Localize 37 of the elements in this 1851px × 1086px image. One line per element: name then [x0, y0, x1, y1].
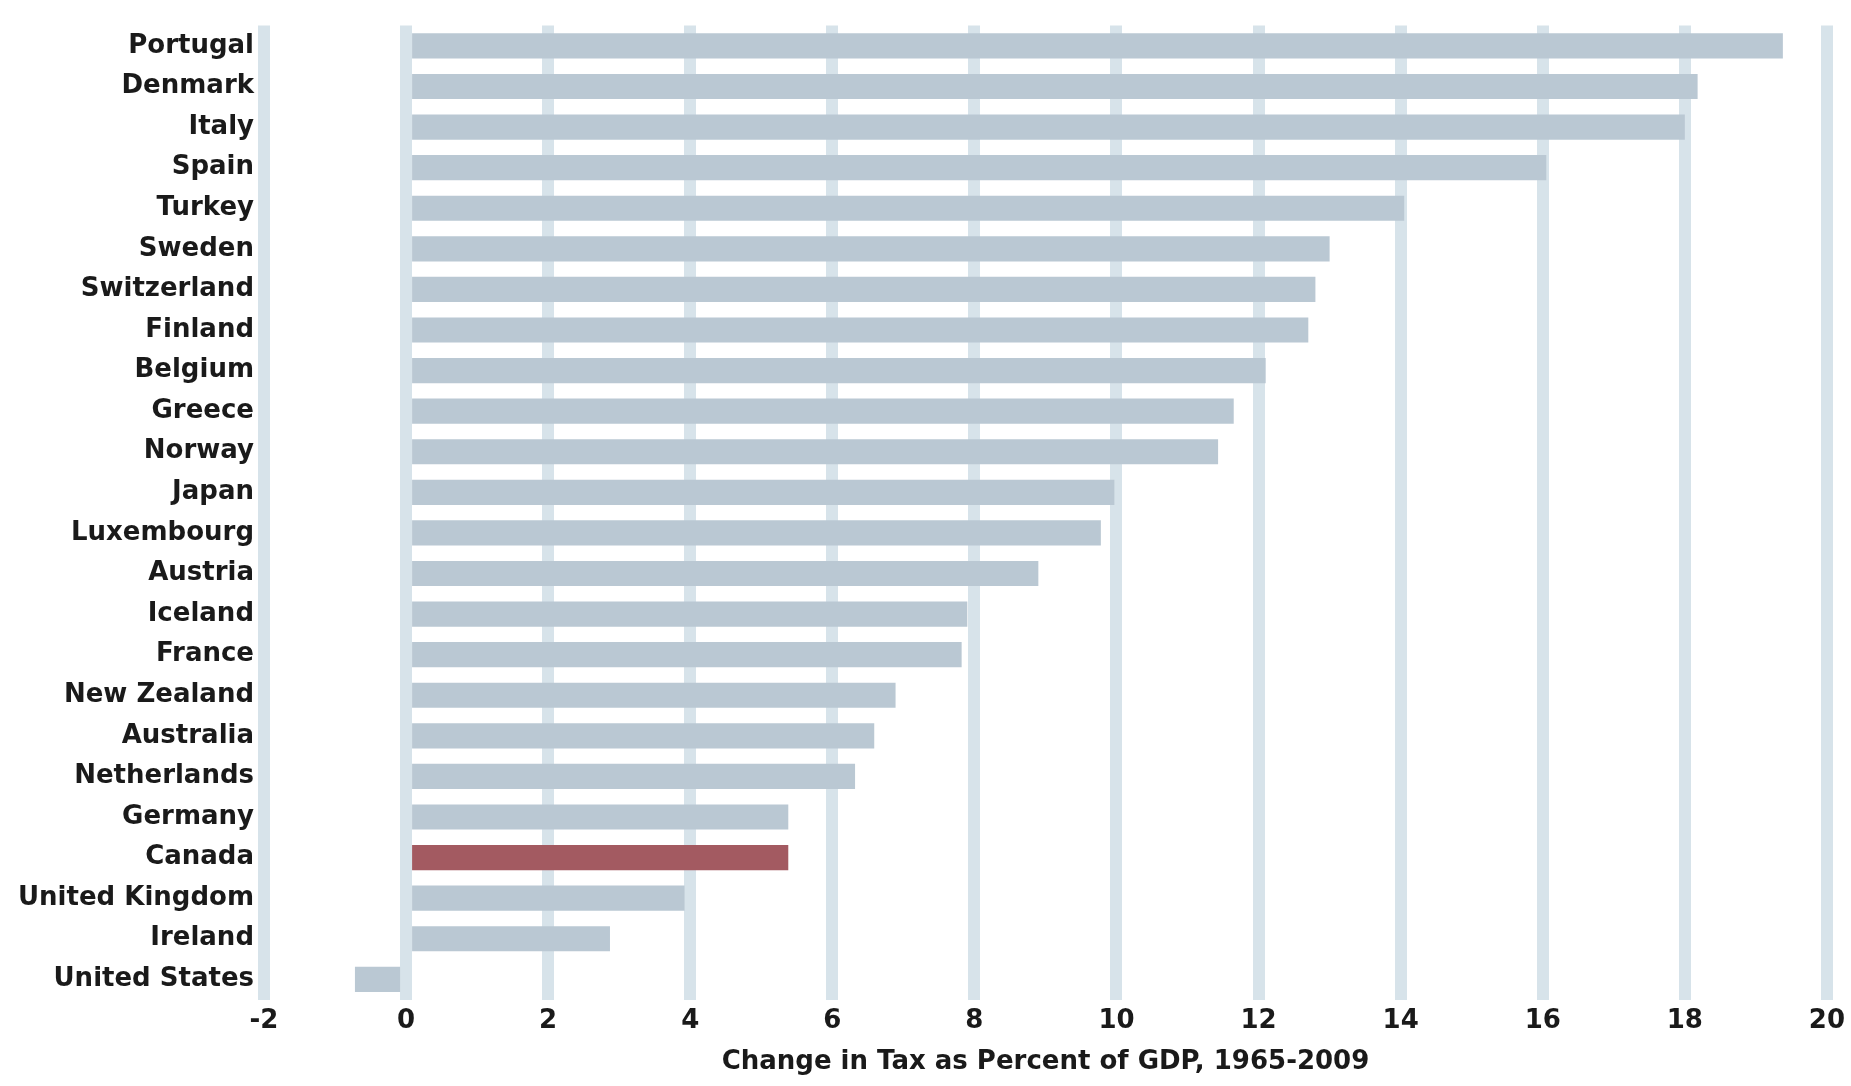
x-tick-label: 2 — [539, 1003, 558, 1034]
y-tick-label: New Zealand — [63, 677, 255, 708]
y-tick-label: Ireland — [150, 921, 255, 952]
y-tick-label: Spain — [171, 150, 255, 181]
y-tick-label: Portugal — [128, 28, 255, 59]
x-tick-label: 14 — [1382, 1003, 1419, 1034]
x-tick-label: 8 — [965, 1003, 984, 1034]
y-tick-label: Iceland — [147, 596, 255, 627]
y-tick-label: Japan — [170, 475, 255, 506]
y-tick-label: Netherlands — [74, 759, 255, 790]
y-tick-label: Greece — [151, 393, 255, 424]
y-tick-label: Norway — [143, 434, 255, 465]
x-axis-title: Change in Tax as Percent of GDP, 1965-2009 — [721, 1045, 1370, 1076]
y-tick-label: Sweden — [138, 231, 255, 262]
x-tick-label: 18 — [1666, 1003, 1703, 1034]
y-tick-label: Luxembourg — [71, 515, 255, 546]
x-tick-label: 4 — [681, 1003, 700, 1034]
y-tick-label: Germany — [122, 799, 255, 830]
y-tick-label: Finland — [145, 312, 255, 343]
x-tick-label: 16 — [1524, 1003, 1561, 1034]
y-tick-label: Italy — [188, 109, 255, 140]
y-tick-label: Switzerland — [80, 272, 255, 303]
x-tick-label: 6 — [823, 1003, 842, 1034]
y-tick-label: United States — [53, 962, 255, 993]
y-tick-label: Turkey — [156, 190, 255, 221]
x-tick-label: 20 — [1808, 1003, 1845, 1034]
x-tick-label: 0 — [397, 1003, 416, 1034]
y-tick-label: Austria — [148, 556, 255, 587]
y-tick-label: Denmark — [121, 69, 255, 100]
x-tick-label: -2 — [249, 1003, 279, 1034]
y-tick-label: France — [155, 637, 255, 668]
y-tick-label: Australia — [121, 718, 255, 749]
y-tick-label: Canada — [145, 840, 255, 871]
y-tick-label: Belgium — [134, 353, 255, 384]
x-tick-label: 10 — [1098, 1003, 1135, 1034]
y-tick-label: United Kingdom — [17, 880, 255, 911]
x-tick-label: 12 — [1240, 1003, 1277, 1034]
